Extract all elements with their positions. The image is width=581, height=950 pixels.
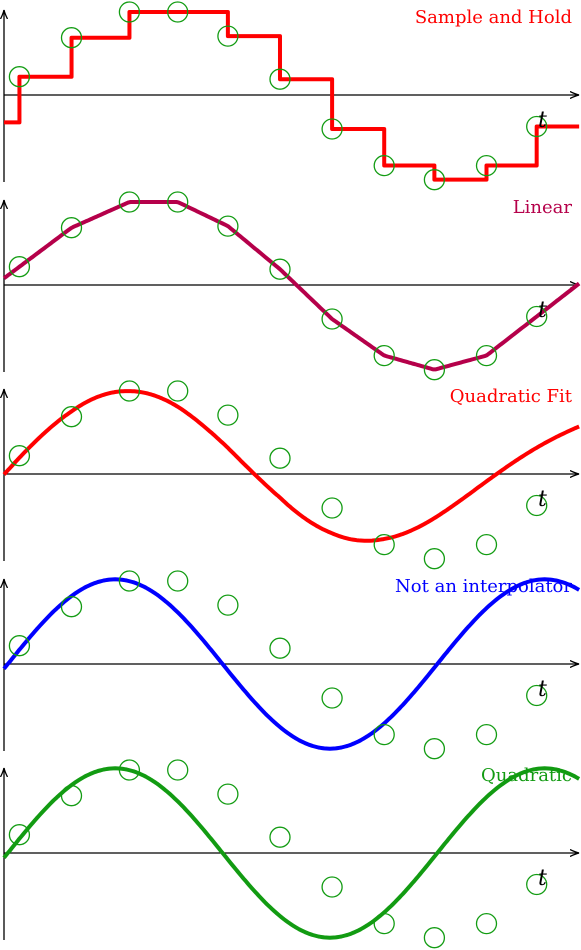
- sample-point: [8, 635, 31, 657]
- sample-point: [8, 66, 31, 88]
- sample-point: [118, 570, 141, 592]
- sample-point: [423, 738, 446, 760]
- sample-point: [167, 380, 189, 402]
- panel-title: Linear: [512, 197, 572, 218]
- sample-point: [373, 723, 395, 746]
- panel-title: Quadratic Fit: [449, 386, 572, 407]
- sample-point: [321, 118, 343, 140]
- sample-point: [526, 684, 548, 707]
- sample-point: [475, 154, 498, 177]
- sample-point: [217, 783, 239, 805]
- t-axis-label: t: [538, 298, 547, 323]
- panel-title: Quadratic: [480, 765, 572, 786]
- panel-quadratic-fit: Quadratic Fit t: [0, 379, 581, 570]
- sample-point: [118, 759, 141, 781]
- sample-point: [269, 68, 291, 90]
- sample-point: [423, 359, 446, 381]
- sample-point: [373, 912, 395, 935]
- sample-point: [321, 308, 343, 330]
- panel-plot: [0, 1, 581, 191]
- sample-point: [423, 169, 446, 191]
- sample-point: [373, 154, 395, 177]
- sample-point: [217, 404, 239, 426]
- sample-point: [373, 533, 395, 556]
- panel-not-an-interpolator: Not an interpolator t: [0, 569, 581, 760]
- sample-point: [167, 1, 189, 23]
- sample-point: [321, 497, 343, 519]
- t-axis-label: t: [538, 677, 547, 702]
- sample-point: [526, 873, 548, 896]
- panel-plot: [0, 380, 580, 570]
- sample-point: [167, 759, 189, 781]
- t-axis-label: t: [538, 487, 547, 512]
- sample-point: [217, 215, 239, 237]
- sample-point: [217, 25, 239, 47]
- sample-point: [60, 596, 83, 618]
- panel-title: Not an interpolator: [395, 576, 572, 597]
- sample-point: [167, 191, 189, 213]
- panel-plot: [0, 759, 581, 949]
- t-axis-label: t: [538, 866, 547, 891]
- panel-linear: Linear t: [0, 190, 581, 381]
- sample-point: [118, 1, 141, 23]
- interpolated-curve: [2, 766, 581, 940]
- sample-point: [526, 115, 548, 138]
- sample-point: [8, 445, 31, 467]
- interpolated-curve: [2, 577, 581, 751]
- sample-point: [475, 533, 498, 556]
- sample-point: [321, 876, 343, 898]
- interpolated-curve: [4, 10, 580, 182]
- sample-point: [60, 217, 83, 239]
- sample-point: [60, 406, 83, 428]
- sample-point: [118, 191, 141, 213]
- sample-point: [269, 826, 291, 848]
- sample-point: [475, 912, 498, 935]
- sample-point: [8, 256, 31, 278]
- t-axis-label: t: [538, 108, 547, 133]
- panel-title: Sample and Hold: [414, 7, 572, 28]
- panel-quadratic: Quadratic t: [0, 758, 581, 949]
- sample-point: [321, 687, 343, 709]
- sample-point: [269, 258, 291, 280]
- sample-point: [167, 570, 189, 592]
- sample-point: [526, 305, 548, 328]
- sample-point: [423, 548, 446, 570]
- sample-point: [217, 594, 239, 616]
- interpolated-curve: [2, 389, 580, 543]
- sample-point: [526, 494, 548, 517]
- sample-point: [60, 785, 83, 807]
- interpolated-curve: [2, 200, 581, 372]
- sample-point: [373, 344, 395, 367]
- sample-point: [8, 824, 31, 846]
- sample-point: [423, 927, 446, 949]
- sample-point: [475, 344, 498, 367]
- sample-point: [269, 637, 291, 659]
- sample-point: [269, 447, 291, 469]
- panel-plot: [0, 191, 581, 381]
- sample-point: [60, 27, 83, 49]
- panel-plot: [0, 570, 581, 760]
- panel-sample-and-hold: Sample and Hold t: [0, 0, 581, 191]
- sample-point: [475, 723, 498, 746]
- sample-point: [118, 380, 141, 402]
